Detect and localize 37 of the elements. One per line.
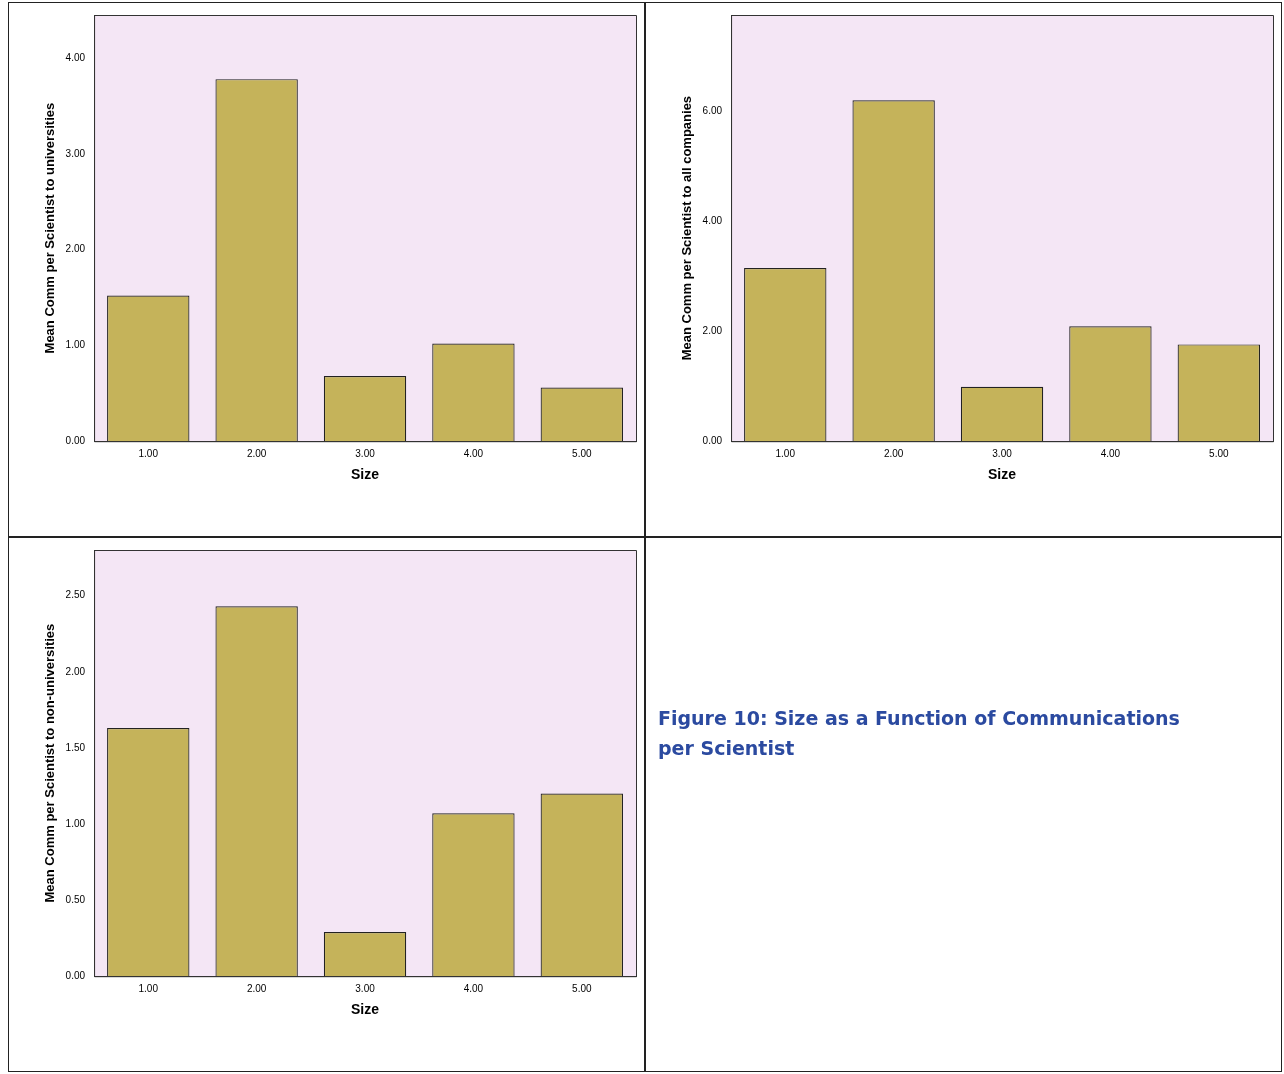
x-tick-label: 3.00 xyxy=(355,447,376,459)
y-axis-title: Mean Comm per Scientist to universities xyxy=(42,102,58,354)
x-tick-label: 1.00 xyxy=(775,447,796,459)
x-tick-label: 2.00 xyxy=(246,447,267,459)
y-tick-label: 2.50 xyxy=(65,589,86,601)
x-tick-label: 4.00 xyxy=(463,447,484,459)
y-tick-label: 0.00 xyxy=(65,969,86,981)
text: Figure 10: Size as a Function of Communications per Scientist xyxy=(658,706,1181,761)
y-tick-label: 4.00 xyxy=(65,51,86,63)
x-axis-title: Size xyxy=(351,466,380,483)
x-tick-label: 3.00 xyxy=(355,982,376,994)
x-tick-label: 4.00 xyxy=(463,982,484,994)
y-tick-label: 2.00 xyxy=(65,665,86,677)
x-tick-label: 2.00 xyxy=(246,982,267,994)
y-tick-label: 1.50 xyxy=(65,741,86,753)
y-axis-title: Mean Comm per Scientist to non-universities xyxy=(42,623,58,903)
x-tick-label: 4.00 xyxy=(1100,447,1121,459)
x-axis-title: Size xyxy=(988,466,1017,483)
y-tick-label: 1.00 xyxy=(65,817,86,829)
x-tick-label: 5.00 xyxy=(572,982,592,994)
y-axis-title: Mean Comm per Scientist to all companies xyxy=(679,95,695,361)
y-tick-label: 2.00 xyxy=(65,243,86,255)
x-tick-label: 3.00 xyxy=(992,447,1013,459)
x-tick-label: 1.00 xyxy=(138,447,159,459)
y-tick-label: 1.00 xyxy=(65,339,86,351)
x-tick-label: 1.00 xyxy=(138,982,159,994)
x-tick-label: 5.00 xyxy=(572,447,592,459)
x-tick-label: 5.00 xyxy=(1209,447,1229,459)
y-tick-label: 3.00 xyxy=(65,147,86,159)
y-tick-label: 6.00 xyxy=(702,104,723,116)
y-tick-label: 0.00 xyxy=(702,434,723,446)
y-tick-label: 0.50 xyxy=(65,893,86,905)
y-tick-label: 0.00 xyxy=(65,434,86,446)
y-tick-label: 4.00 xyxy=(702,214,723,226)
x-tick-label: 2.00 xyxy=(883,447,904,459)
x-axis-title: Size xyxy=(351,1001,380,1018)
y-tick-label: 2.00 xyxy=(702,324,723,336)
